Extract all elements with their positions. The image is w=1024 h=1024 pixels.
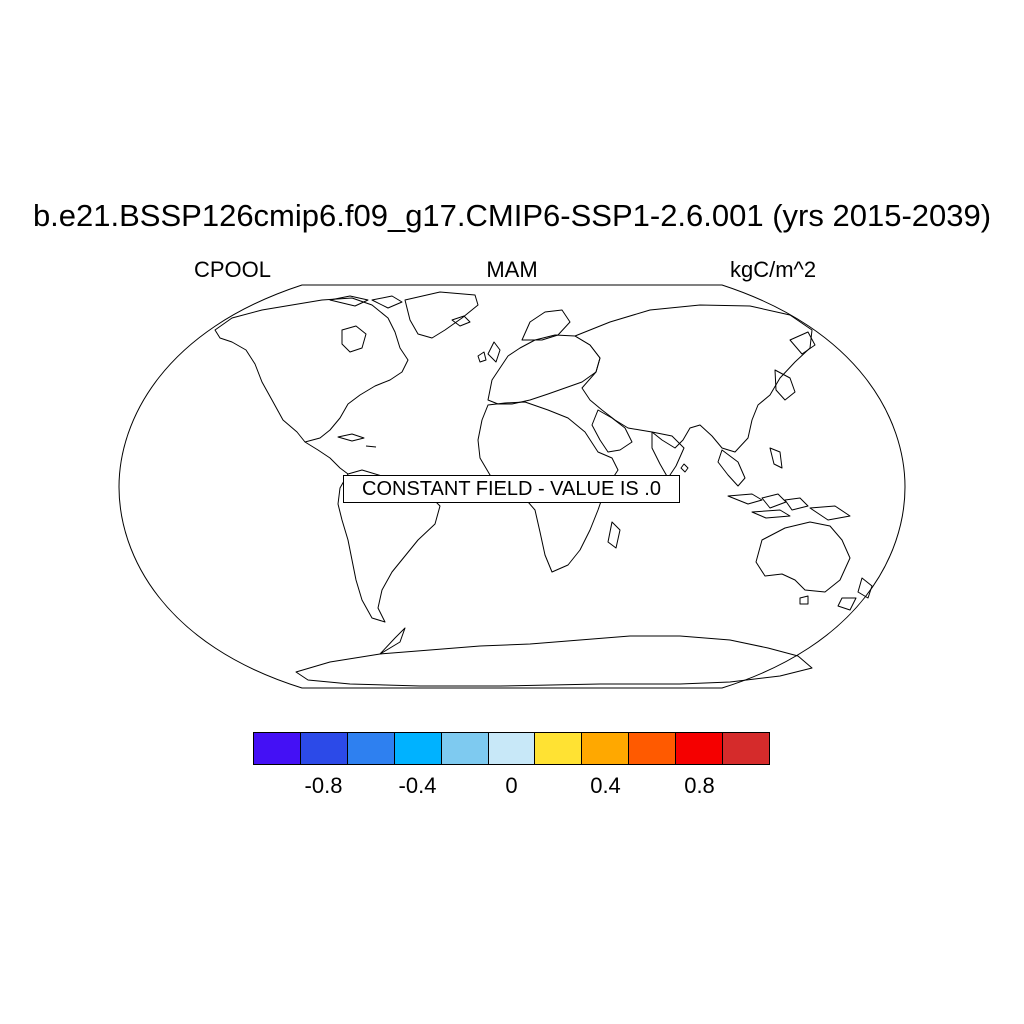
colorbar-swatch [394,733,442,764]
colorbar-tick-label: 0 [505,773,518,798]
colorbar-swatch [582,733,630,764]
units-label: kgC/m^2 [730,257,817,282]
colorbar-swatch [254,733,301,764]
colorbar-swatch [441,733,489,764]
season-label: MAM [486,257,538,282]
colorbar-swatch [629,733,677,764]
colorbar-tick-label: -0.4 [398,773,437,798]
colorbar-tick-label: 0.4 [590,773,621,798]
variable-label: CPOOL [194,257,272,282]
colorbar-swatch [488,733,536,764]
colorbar-swatch [676,733,724,764]
colorbar-tick-label: -0.8 [304,773,343,798]
colorbar-tick-label: 0.8 [684,773,715,798]
constant-field-notice: CONSTANT FIELD - VALUE IS .0 [343,475,680,503]
plot-title: b.e21.BSSP126cmip6.f09_g17.CMIP6-SSP1-2.… [32,198,992,233]
colorbar-swatch [300,733,348,764]
colorbar-swatch [723,733,769,764]
colorbar-swatch [347,733,395,764]
colorbar-swatch [535,733,583,764]
colorbar [253,732,770,765]
